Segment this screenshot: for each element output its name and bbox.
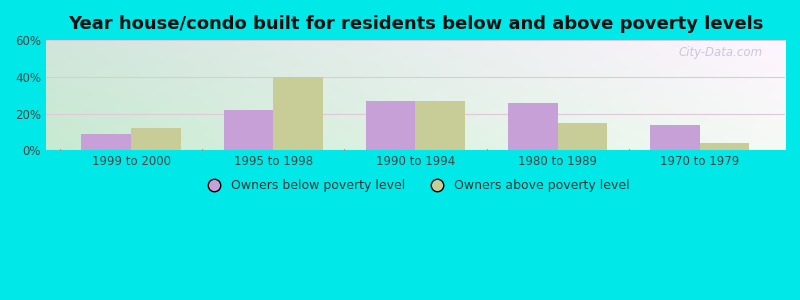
Legend: Owners below poverty level, Owners above poverty level: Owners below poverty level, Owners above…	[196, 174, 634, 197]
Bar	[508, 103, 558, 150]
Bar	[131, 128, 181, 150]
Bar	[700, 143, 750, 150]
Bar	[82, 134, 131, 150]
Title: Year house/condo built for residents below and above poverty levels: Year house/condo built for residents bel…	[68, 15, 763, 33]
Bar	[415, 101, 465, 150]
Bar	[558, 123, 607, 150]
Bar	[223, 110, 274, 150]
Bar	[650, 124, 700, 150]
Text: City-Data.com: City-Data.com	[678, 46, 763, 59]
Bar	[274, 77, 323, 150]
Bar	[366, 101, 415, 150]
